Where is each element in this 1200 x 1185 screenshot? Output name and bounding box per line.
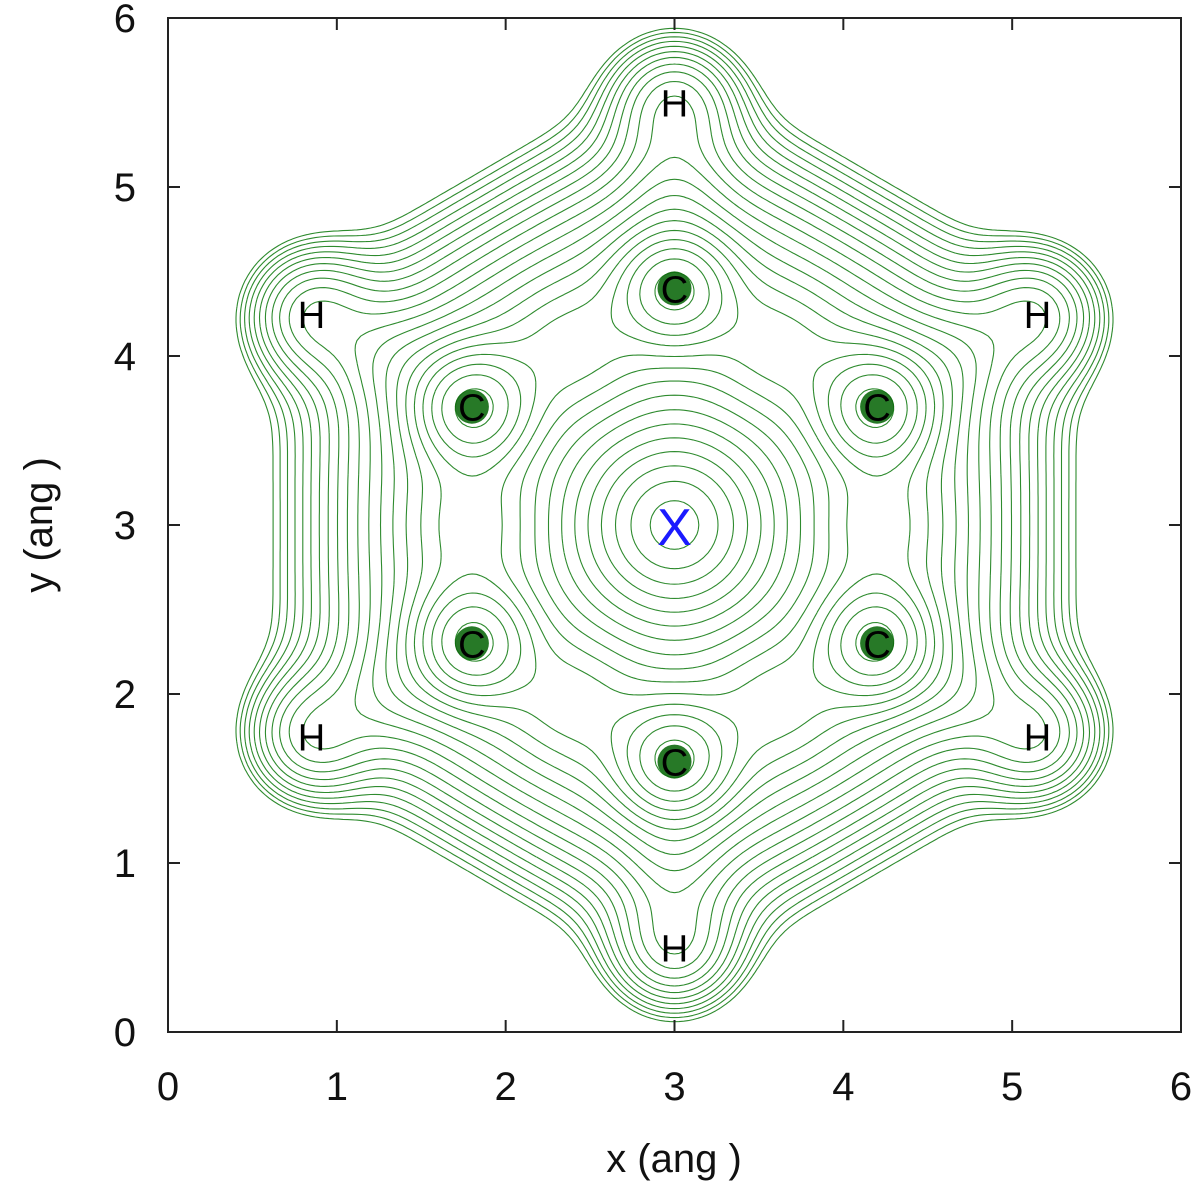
contour-level	[354, 156, 995, 894]
contour-level	[235, 27, 1114, 1023]
contour-level	[405, 220, 944, 830]
y-axis-title: y (ang )	[17, 457, 61, 593]
carbon-atom-label: C	[458, 388, 485, 430]
contour-level	[413, 229, 936, 821]
axis-ticks: 0 1 2 3 4 5 6 0 1 2 3 4 5 6	[114, 0, 1192, 1109]
contour-level	[422, 239, 927, 811]
ring-center-marker: X	[657, 499, 692, 557]
contour-level	[396, 208, 953, 842]
contour-level	[258, 51, 1091, 999]
contour-level	[372, 178, 977, 872]
contour-level	[302, 95, 1047, 955]
y-tick-label: 1	[114, 842, 136, 886]
contour-level	[239, 31, 1110, 1019]
carbon-atom-dot	[860, 389, 895, 424]
hydrogen-atom-label: H	[298, 717, 325, 759]
carbon-atom-dot	[657, 744, 692, 779]
y-tick-label: 6	[114, 0, 136, 41]
x-axis-title: x (ang )	[606, 1137, 742, 1181]
x-tick-label: 5	[1001, 1065, 1023, 1109]
y-tick-label: 2	[114, 673, 136, 717]
y-tick-label: 4	[114, 335, 136, 379]
hydrogen-atom-label: H	[1024, 295, 1051, 337]
contour-level	[244, 36, 1105, 1014]
carbon-atom-label: C	[661, 743, 688, 785]
contour-lines	[235, 27, 1114, 1023]
carbon-atom-label: C	[863, 624, 890, 666]
contour-level	[385, 194, 964, 856]
contour-level	[288, 80, 1061, 970]
carbon-atom-label: C	[458, 624, 485, 666]
x-tick-label: 3	[663, 1065, 685, 1109]
hydrogen-atom-label: H	[1024, 717, 1051, 759]
y-tick-label: 3	[114, 504, 136, 548]
contour-level	[279, 71, 1070, 979]
y-tick-label: 0	[114, 1011, 136, 1055]
contour-level	[248, 40, 1101, 1010]
y-tick-label: 5	[114, 166, 136, 210]
carbon-atom-label: C	[661, 269, 688, 311]
contour-level	[441, 258, 908, 792]
contour-level	[431, 248, 918, 802]
carbon-atom-dot	[657, 271, 692, 306]
atom-markers: C C C C C C H H H H H H X	[298, 84, 1051, 971]
x-tick-label: 4	[832, 1065, 854, 1109]
carbon-atom-label: C	[863, 388, 890, 430]
x-tick-label: 2	[495, 1065, 517, 1109]
carbon-atom-dot	[860, 626, 895, 661]
x-tick-label: 1	[326, 1065, 348, 1109]
contour-level	[271, 63, 1078, 987]
contour-level	[264, 56, 1085, 994]
carbon-atom-dot	[454, 626, 489, 661]
contour-level	[253, 45, 1096, 1005]
hydrogen-atom-label: H	[661, 84, 688, 126]
x-tick-label: 6	[1170, 1065, 1192, 1109]
hydrogen-atom-label: H	[661, 929, 688, 971]
hydrogen-atom-label: H	[298, 295, 325, 337]
carbon-atom-dot	[454, 389, 489, 424]
x-tick-label: 0	[157, 1065, 179, 1109]
